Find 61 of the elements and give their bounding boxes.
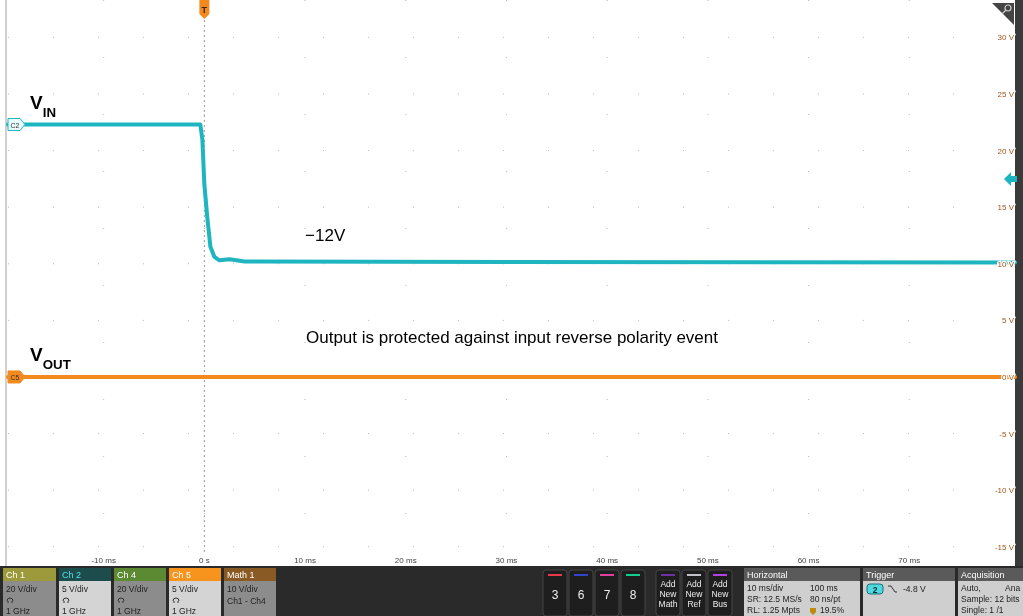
text: RL: 1.25 Mpts	[747, 605, 800, 615]
text: 1 GHz	[117, 606, 142, 616]
annotation: −12V	[305, 226, 346, 246]
text: 80 ns/pt	[810, 594, 841, 604]
x-tick-label: -10 ms	[91, 556, 116, 565]
text: Math 1	[227, 570, 255, 580]
series-label: V$_{OUT}$	[30, 343, 71, 372]
text: 5 V/div	[172, 584, 199, 594]
x-tick-label: 60 ms	[797, 556, 820, 565]
text: 20 V/div	[6, 584, 38, 594]
text: Ana	[1005, 583, 1021, 593]
x-tick-label: 40 ms	[596, 556, 619, 565]
text: Sample: 12 bits	[961, 594, 1020, 604]
ref-line-label: T	[201, 5, 208, 15]
y-tick-label: -10 V	[994, 486, 1015, 496]
text: 3	[551, 588, 559, 602]
text: 1 GHz	[172, 606, 197, 616]
text: SR: 12.5 MS/s	[747, 594, 802, 604]
text: Trigger	[866, 570, 895, 580]
x-tick-label: 30 ms	[495, 556, 518, 565]
text: 7	[603, 588, 611, 602]
text: 2	[872, 584, 878, 595]
text: Ch 4	[117, 570, 137, 580]
y-tick-label: -5 V	[999, 429, 1015, 439]
y-tick-label: 0 V	[1001, 372, 1015, 382]
text: Ch 1	[6, 570, 26, 580]
x-tick-label: 70 ms	[898, 556, 921, 565]
text: Ch 2	[62, 570, 82, 580]
text: 1 GHz	[6, 606, 31, 616]
annotation: Output is protected against input reverse polarity event	[305, 328, 719, 347]
y-tick-label: 10 V	[997, 259, 1015, 269]
text: Horizontal	[747, 570, 788, 580]
text: Add New Ref	[685, 579, 704, 609]
series-label: V$_{IN}$	[30, 91, 56, 120]
text: 8	[629, 588, 637, 602]
text: 6	[577, 588, 585, 602]
x-tick-label: 0 s	[199, 556, 210, 565]
text: -4.8 V	[903, 584, 927, 594]
text: Acquisition	[961, 570, 1005, 580]
text: Ch 5	[172, 570, 192, 580]
text: Auto,	[961, 583, 981, 593]
text: 10 ms/div	[747, 583, 785, 593]
y-tick-label: 5 V	[1001, 316, 1015, 326]
text: 20 V/div	[117, 584, 149, 594]
text: 19.5%	[820, 605, 845, 615]
text: 1 GHz	[62, 606, 87, 616]
y-tick-label: -15 V	[994, 542, 1015, 552]
y-tick-label: 20 V	[997, 146, 1015, 156]
y-tick-label: 30 V	[997, 33, 1015, 43]
x-tick-label: 50 ms	[696, 556, 719, 565]
text: 100 ms	[810, 583, 838, 593]
y-tick-label: 25 V	[997, 89, 1015, 99]
text: Add New Bus	[711, 579, 730, 609]
text: Ch1 - Ch4	[227, 596, 267, 606]
text: Single: 1 /1	[961, 605, 1004, 615]
text: 10 V/div	[227, 584, 259, 594]
text: Add New Math	[658, 579, 678, 609]
y-tick-label: 15 V	[997, 203, 1015, 213]
x-tick-label: 10 ms	[294, 556, 316, 565]
text: 5 V/div	[62, 584, 89, 594]
x-tick-label: 20 ms	[394, 556, 417, 565]
